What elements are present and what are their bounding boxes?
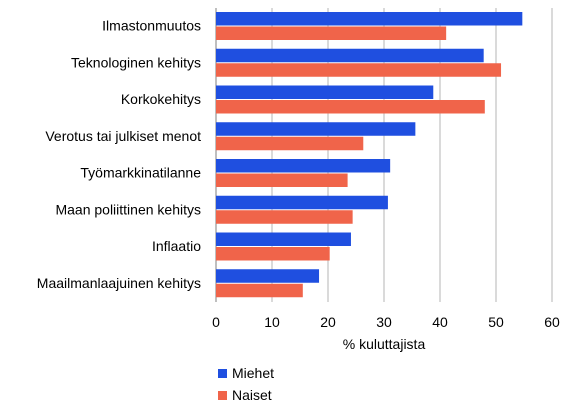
x-axis-title: % kuluttajista — [343, 336, 426, 352]
bar-miehet-6 — [216, 232, 351, 246]
category-label-7: Maailmanlaajuinen kehitys — [37, 275, 201, 291]
category-label-1: Teknologinen kehitys — [71, 54, 201, 70]
category-label-6: Inflaatio — [152, 238, 201, 254]
category-label-3: Verotus tai julkiset menot — [45, 128, 201, 144]
bar-naiset-7 — [216, 283, 303, 298]
bar-naiset-3 — [216, 136, 364, 151]
bar-naiset-5 — [216, 210, 353, 224]
x-tick-label-30: 30 — [376, 314, 392, 330]
category-label-4: Työmarkkinatilanne — [80, 165, 201, 181]
bar-naiset-4 — [216, 173, 348, 187]
bar-naiset-2 — [216, 100, 485, 114]
x-tick-label-20: 20 — [320, 314, 336, 330]
category-label-2: Korkokehitys — [121, 91, 201, 107]
x-tick-label-0: 0 — [212, 314, 220, 330]
legend: Miehet Naiset — [218, 362, 274, 406]
x-tick-label-50: 50 — [488, 314, 504, 330]
legend-item-miehet: Miehet — [218, 362, 274, 384]
bar-miehet-5 — [216, 195, 388, 210]
x-tick-label-60: 60 — [544, 314, 560, 330]
category-label-0: Ilmastonmuutos — [102, 18, 201, 34]
x-tick-label-10: 10 — [264, 314, 280, 330]
bar-miehet-3 — [216, 122, 416, 136]
x-tick-label-40: 40 — [432, 314, 448, 330]
legend-swatch-naiset — [218, 390, 227, 400]
category-label-5: Maan poliittinen kehitys — [55, 201, 201, 217]
legend-swatch-miehet — [218, 368, 227, 378]
bar-naiset-0 — [216, 26, 447, 40]
bar-miehet-2 — [216, 85, 434, 99]
legend-item-naiset: Naiset — [218, 384, 274, 406]
category-labels: Ilmastonmuutos Teknologinen kehitys Korkok… — [37, 18, 201, 291]
bar-naiset-1 — [216, 63, 502, 77]
bar-miehet-7 — [216, 269, 320, 283]
bar-miehet-4 — [216, 159, 391, 173]
bar-miehet-0 — [216, 12, 523, 26]
legend-label-miehet: Miehet — [232, 365, 275, 381]
x-tick-labels: 0 10 20 30 40 50 60 — [212, 314, 560, 330]
legend-label-naiset: Naiset — [232, 387, 272, 403]
bars — [216, 12, 523, 298]
bar-naiset-6 — [216, 247, 330, 261]
bar-miehet-1 — [216, 48, 484, 63]
